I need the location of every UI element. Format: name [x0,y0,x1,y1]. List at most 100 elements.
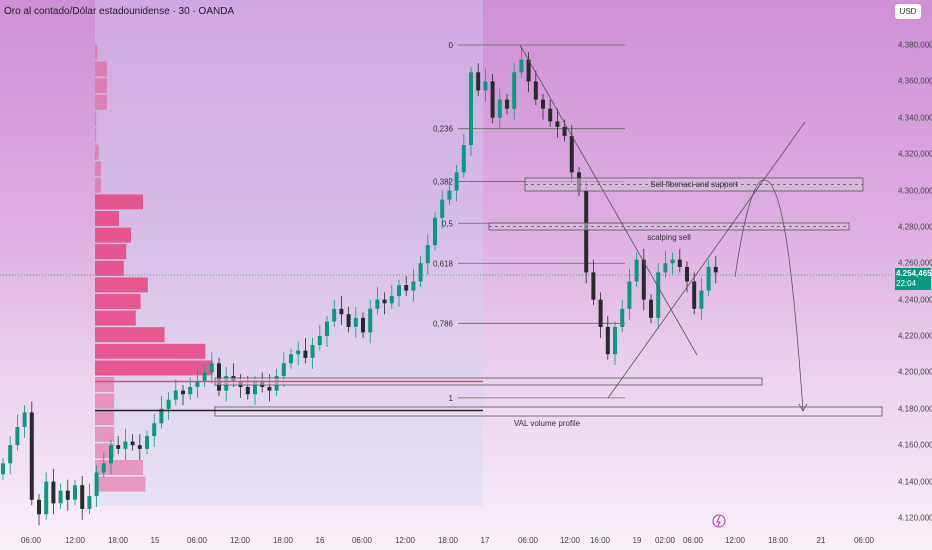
candle [353,306,358,338]
currency-button[interactable]: USD [895,4,921,19]
last-price: 4.254,465 [896,269,932,278]
candle [447,177,452,206]
candle [137,434,142,460]
candle [130,434,135,451]
candle [620,299,625,333]
candle [296,341,301,366]
candle [116,436,121,455]
candle [217,357,221,397]
candle [440,190,445,229]
candle [152,414,157,447]
chart-title: Oro al contado/Dólar estadounidense · 30… [4,6,235,17]
downtrend-line[interactable] [519,44,698,356]
volume-profile-bar [95,426,115,442]
volume-profile-bar [95,78,107,94]
volume-profile-bar [95,111,97,127]
candle [109,439,113,475]
candle [181,385,185,406]
time-tick: 06:00 [20,536,42,545]
price-tick: 4.260,000 [898,258,932,268]
candle [469,66,473,156]
time-tick: 16:00 [589,536,611,545]
projection-arc[interactable] [734,179,804,411]
volume-profile-bar [95,460,143,475]
sell-zone-label: Sell fibonaci and support [650,180,738,189]
volume-profile-bar [95,227,131,243]
candle [51,468,56,515]
time-tick: 18:00 [767,536,789,545]
candle [382,292,387,315]
candle [433,212,437,251]
candle [519,46,524,78]
price-tick: 4.380,000 [898,40,932,50]
candle [397,279,401,307]
last-price-tag: 4.254,465 22:04 [895,268,932,290]
volume-profile-bar [95,260,124,276]
candle [29,401,34,506]
candle [94,465,99,508]
candle [15,414,20,451]
candle [303,337,308,364]
candle [634,252,639,287]
time-tick: 15 [150,536,160,545]
time-tick: 16 [315,536,325,545]
candle [677,248,682,273]
candle [339,296,344,326]
volume-profile-bar [95,277,148,293]
volume-profile-bar [95,393,115,409]
time-tick: 12:00 [559,536,581,545]
candles [1,46,718,526]
candle [8,436,13,475]
time-tick: 12:00 [64,536,86,545]
fib-level-label: 0,5 [442,219,454,228]
price-tick: 4.140,000 [898,477,932,487]
candle [73,479,77,506]
candle [490,74,495,124]
candle [533,70,538,106]
candle [505,94,509,115]
candle [346,306,351,333]
candle [656,263,661,329]
candle [145,430,149,455]
candle [389,285,394,309]
price-tick: 4.340,000 [898,113,932,123]
candle [173,379,178,406]
volume-profile-bar [95,360,213,376]
candle [713,256,718,284]
volume-profile-bar [95,377,115,392]
candle [699,277,704,320]
volume-profile-bar [95,94,107,110]
candle [425,234,430,275]
time-tick: 12:00 [394,536,416,545]
candle [44,472,49,520]
candle [195,368,200,398]
candle [310,337,315,369]
lightning-icon[interactable] [712,514,726,528]
uptrend-line[interactable] [607,121,806,399]
candle [692,272,697,315]
candle [526,52,531,93]
candle [65,479,70,511]
candle [87,483,92,515]
val-box[interactable] [214,406,883,417]
time-tick: 06:00 [682,536,704,545]
price-tick: 4.280,000 [898,222,932,232]
time-tick: 06:00 [853,536,875,545]
val-label: VAL volume profile [514,419,581,428]
time-tick: 12:00 [229,536,251,545]
price-tick: 4.220,000 [898,331,932,341]
candle [555,108,560,138]
price-tick: 4.300,000 [898,186,932,196]
price-tick: 4.160,000 [898,440,932,450]
volume-profile-bar [95,211,119,226]
price-tick: 4.120,000 [898,513,932,523]
time-tick: 02:00 [654,536,676,545]
time-tick: 17 [480,536,490,545]
candle [58,483,63,509]
candle [317,325,322,351]
candle [375,286,380,315]
fib-level-label: 0,382 [433,177,454,186]
volume-profile [95,45,213,492]
candle [483,68,488,102]
